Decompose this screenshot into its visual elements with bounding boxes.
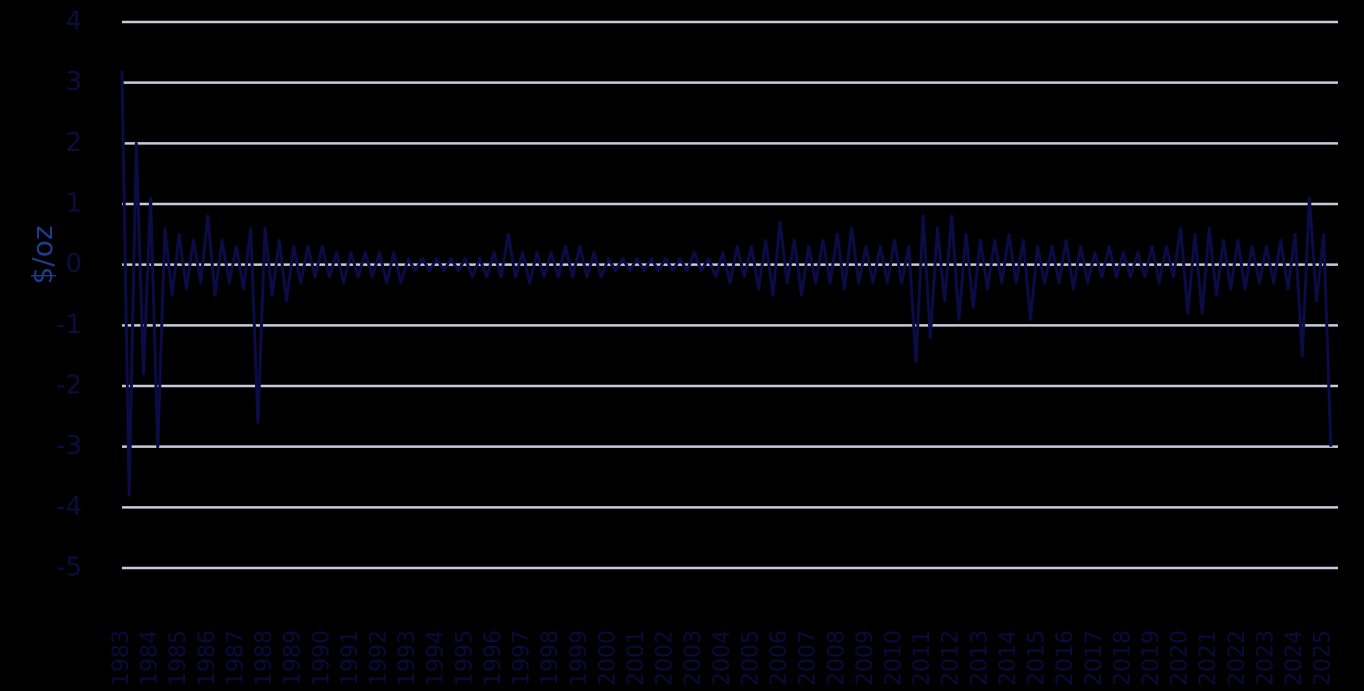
y-tick-label: -5 [56, 553, 82, 583]
y-tick-label: -2 [56, 371, 82, 401]
x-tick-label: 2024 [1282, 630, 1307, 686]
x-tick-label: 2019 [1139, 630, 1164, 686]
x-tick-label: 1997 [510, 630, 535, 686]
x-tick-label: 1999 [567, 630, 592, 686]
y-tick-label: -3 [56, 431, 82, 461]
x-tick-label: 1988 [252, 630, 277, 686]
x-tick-label: 1995 [452, 630, 477, 686]
y-tick-label: -1 [56, 310, 82, 340]
x-tick-label: 2013 [967, 630, 992, 686]
y-tick-label: 1 [65, 189, 82, 219]
x-tick-label: 1989 [281, 630, 306, 686]
x-tick-label: 2025 [1311, 630, 1336, 686]
x-tick-label: 1983 [109, 630, 134, 686]
x-tick-label: 2006 [767, 630, 792, 686]
x-tick-label: 2020 [1168, 630, 1193, 686]
y-axis-title: $/oz [26, 225, 59, 284]
x-tick-label: 2010 [882, 630, 907, 686]
y-tick-label: 4 [65, 7, 82, 37]
y-tick-label: 2 [65, 128, 82, 158]
x-tick-label: 1991 [338, 630, 363, 686]
x-tick-label: 2015 [1025, 630, 1050, 686]
x-tick-label: 2004 [710, 630, 735, 686]
x-tick-label: 2007 [796, 630, 821, 686]
x-tick-label: 1985 [166, 630, 191, 686]
y-tick-label: 0 [65, 249, 82, 279]
x-tick-label: 1990 [309, 630, 334, 686]
x-tick-label: 2000 [595, 630, 620, 686]
x-tick-label: 1987 [223, 630, 248, 686]
x-tick-label: 1996 [481, 630, 506, 686]
y-tick-label: 3 [65, 67, 82, 97]
x-tick-label: 2018 [1110, 630, 1135, 686]
x-tick-label: 2012 [939, 630, 964, 686]
x-tick-label: 2008 [824, 630, 849, 686]
x-tick-label: 2002 [653, 630, 678, 686]
price-change-line [120, 70, 1333, 497]
x-tick-label: 2023 [1253, 630, 1278, 686]
y-tick-label: -4 [56, 492, 82, 522]
x-tick-label: 2014 [996, 630, 1021, 686]
x-tick-label: 1984 [138, 630, 163, 686]
x-tick-label: 2017 [1082, 630, 1107, 686]
x-tick-label: 1994 [424, 630, 449, 686]
x-tick-label: 1993 [395, 630, 420, 686]
x-tick-label: 2003 [681, 630, 706, 686]
x-tick-label: 2022 [1225, 630, 1250, 686]
x-tick-label: 1992 [367, 630, 392, 686]
x-tick-label: 2016 [1053, 630, 1078, 686]
x-tick-label: 2021 [1196, 630, 1221, 686]
x-tick-label: 2001 [624, 630, 649, 686]
x-tick-label: 1998 [538, 630, 563, 686]
x-tick-label: 2009 [853, 630, 878, 686]
x-tick-label: 2011 [910, 630, 935, 686]
x-tick-label: 2005 [738, 630, 763, 686]
x-tick-label: 1986 [195, 630, 220, 686]
